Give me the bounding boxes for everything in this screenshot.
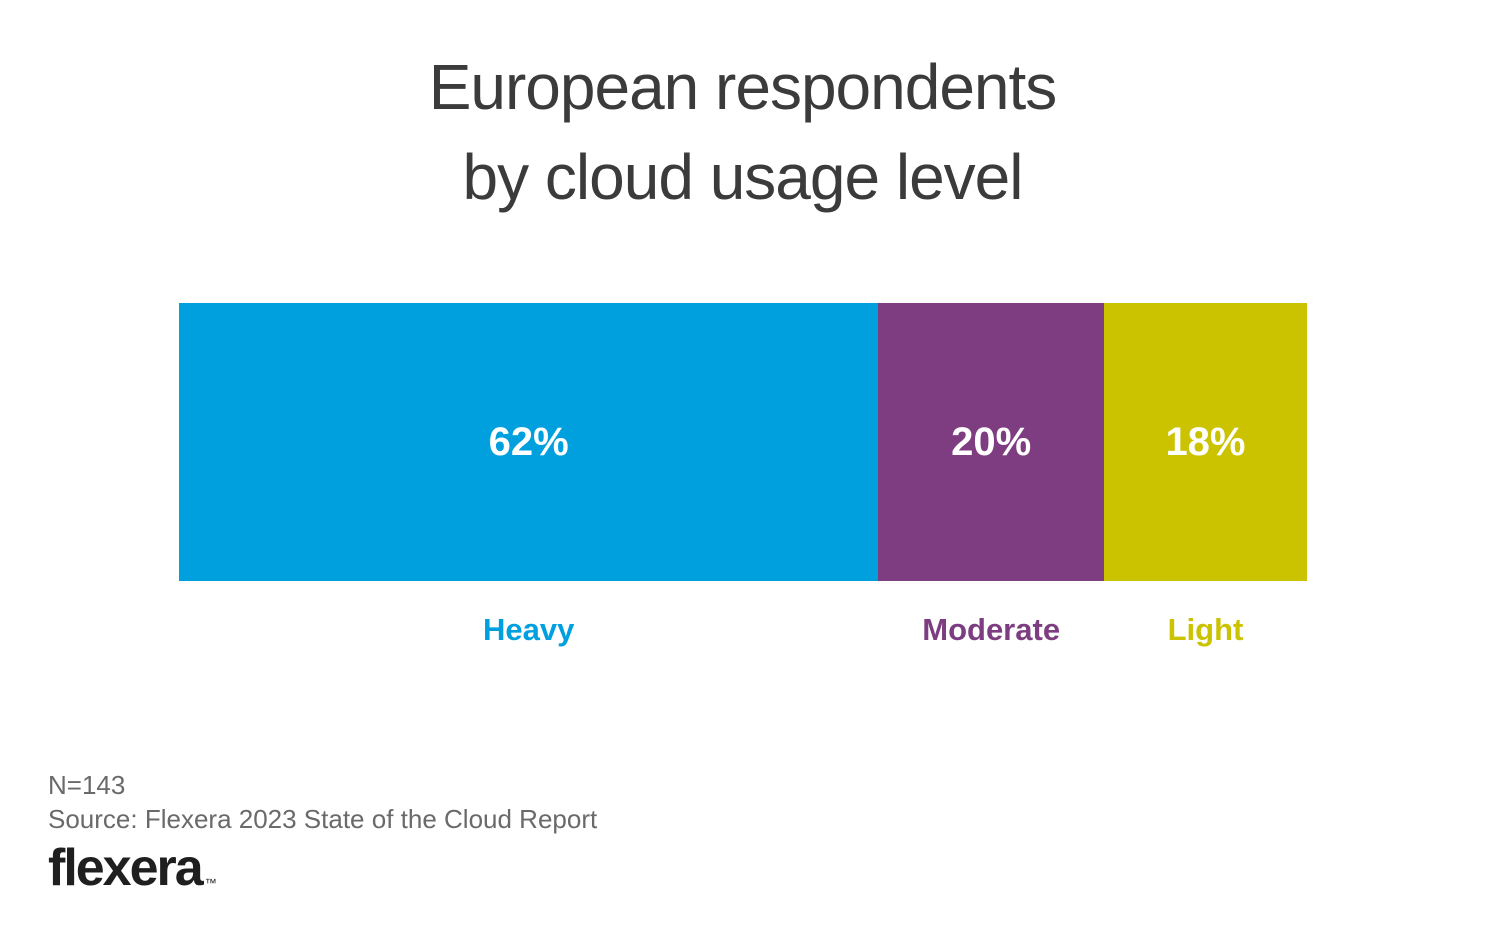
chart-title-line2: by cloud usage level bbox=[462, 141, 1024, 213]
chart-title-line1: European respondents bbox=[428, 51, 1058, 123]
trademark-symbol: ™ bbox=[204, 876, 217, 890]
source-note: Source: Flexera 2023 State of the Cloud … bbox=[48, 804, 598, 834]
flexera-logo: flexera ™ bbox=[48, 842, 597, 907]
segment-value-label-light: 18% bbox=[1165, 419, 1246, 464]
segment-labels: Heavy Moderate Light bbox=[179, 608, 1307, 652]
stacked-bar: 62% 20% 18% bbox=[179, 303, 1307, 581]
footer: N=143 Source: Flexera 2023 State of the … bbox=[48, 768, 597, 907]
bar-segment-light: 18% bbox=[1103, 303, 1307, 581]
chart-title: European respondents by cloud usage leve… bbox=[0, 42, 1485, 222]
sample-size-note: N=143 bbox=[48, 770, 126, 800]
segment-value-label-moderate: 20% bbox=[951, 419, 1032, 464]
category-label-light: Light bbox=[1167, 612, 1244, 647]
bar-segment-heavy: 62% bbox=[179, 303, 879, 581]
category-label-heavy: Heavy bbox=[483, 612, 575, 647]
flexera-logo-text: flexera bbox=[48, 839, 204, 897]
bar-segment-moderate: 20% bbox=[878, 303, 1104, 581]
segment-value-label-heavy: 62% bbox=[488, 419, 569, 464]
category-label-moderate: Moderate bbox=[922, 612, 1061, 647]
